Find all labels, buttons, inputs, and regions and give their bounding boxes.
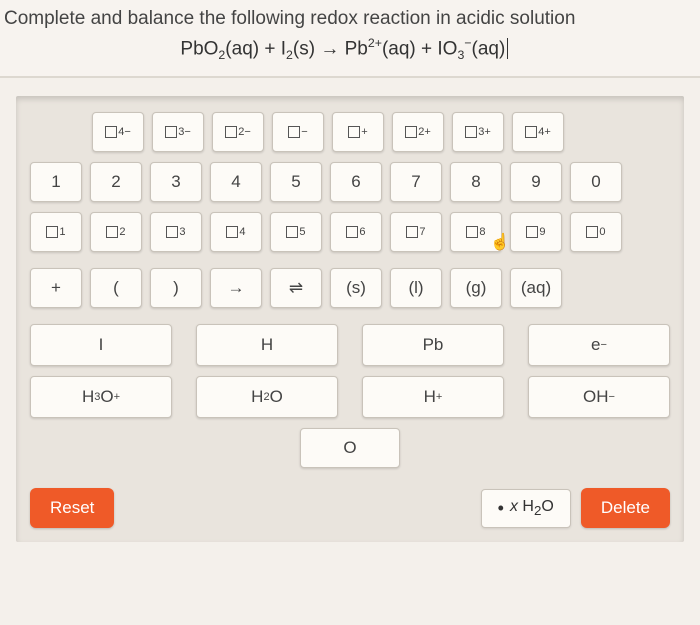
bottom-bar: Reset • x H2O Delete [30,488,670,528]
number-key-8[interactable]: 8 [450,162,502,202]
chem-row-1: IH Pb e− [30,324,670,366]
symbol-key-8[interactable]: (aq) [510,268,562,308]
chem-key-0-3[interactable]: e− [528,324,670,366]
question-equation: PbO2(aq) + I2(s) → Pb2+(aq) + IO3−(aq) [4,36,690,62]
chem-key-0-0[interactable]: I [30,324,172,366]
chem-key-1-1[interactable]: H2O [196,376,338,418]
answer-display-content: x H2O [510,498,554,518]
chem-key-0-2[interactable]: Pb [362,324,504,366]
charge-key-4[interactable]: + [332,112,384,152]
lone-row: O [30,428,670,468]
symbol-key-3[interactable]: → [210,268,262,308]
number-key-0[interactable]: 0 [570,162,622,202]
charge-key-6[interactable]: 3+ [452,112,504,152]
number-key-4[interactable]: 4 [210,162,262,202]
charge-key-0[interactable]: 4− [92,112,144,152]
symbol-key-5[interactable]: (s) [330,268,382,308]
question-prompt: Complete and balance the following redox… [4,8,690,30]
charge-row: 4−3−2−−+2+3+4+ [30,112,670,152]
subscript-key-7[interactable]: 7 [390,212,442,252]
subscript-key-5[interactable]: 5 [270,212,322,252]
number-key-2[interactable]: 2 [90,162,142,202]
subscript-key-4[interactable]: 4 [210,212,262,252]
answer-display: • x H2O [481,489,571,528]
subscript-key-3[interactable]: 3 [150,212,202,252]
number-row: 1234567890 [30,162,670,202]
subscript-key-8[interactable]: 8 [450,212,502,252]
chem-key-1-3[interactable]: OH− [528,376,670,418]
charge-key-1[interactable]: 3− [152,112,204,152]
number-key-1[interactable]: 1 [30,162,82,202]
number-key-7[interactable]: 7 [390,162,442,202]
number-key-3[interactable]: 3 [150,162,202,202]
bullet-icon: • [498,498,504,519]
symbol-key-2[interactable]: ) [150,268,202,308]
symbol-row: +()→⇌(s)(l)(g)(aq) [30,268,670,308]
question-area: Complete and balance the following redox… [0,0,700,78]
chem-row-2: H3O+ H2O H+ OH− [30,376,670,418]
delete-button[interactable]: Delete [581,488,670,528]
symbol-key-6[interactable]: (l) [390,268,442,308]
chem-key-0-1[interactable]: H [196,324,338,366]
charge-key-5[interactable]: 2+ [392,112,444,152]
symbol-key-4[interactable]: ⇌ [270,268,322,308]
subscript-key-1[interactable]: 1 [30,212,82,252]
number-key-5[interactable]: 5 [270,162,322,202]
number-key-9[interactable]: 9 [510,162,562,202]
subscript-key-9[interactable]: 9 [510,212,562,252]
reset-button[interactable]: Reset [30,488,114,528]
chem-key-1-2[interactable]: H+ [362,376,504,418]
symbol-key-0[interactable]: + [30,268,82,308]
charge-key-3[interactable]: − [272,112,324,152]
charge-key-2[interactable]: 2− [212,112,264,152]
subscript-key-0[interactable]: 0 [570,212,622,252]
subscript-row: 1234567890 [30,212,670,252]
subscript-key-2[interactable]: 2 [90,212,142,252]
input-keypad: 4−3−2−−+2+3+4+ 1234567890 1234567890 +()… [16,96,684,542]
key-oxygen[interactable]: O [300,428,400,468]
charge-key-7[interactable]: 4+ [512,112,564,152]
symbol-key-7[interactable]: (g) [450,268,502,308]
subscript-key-6[interactable]: 6 [330,212,382,252]
number-key-6[interactable]: 6 [330,162,382,202]
symbol-key-1[interactable]: ( [90,268,142,308]
chem-key-1-0[interactable]: H3O+ [30,376,172,418]
